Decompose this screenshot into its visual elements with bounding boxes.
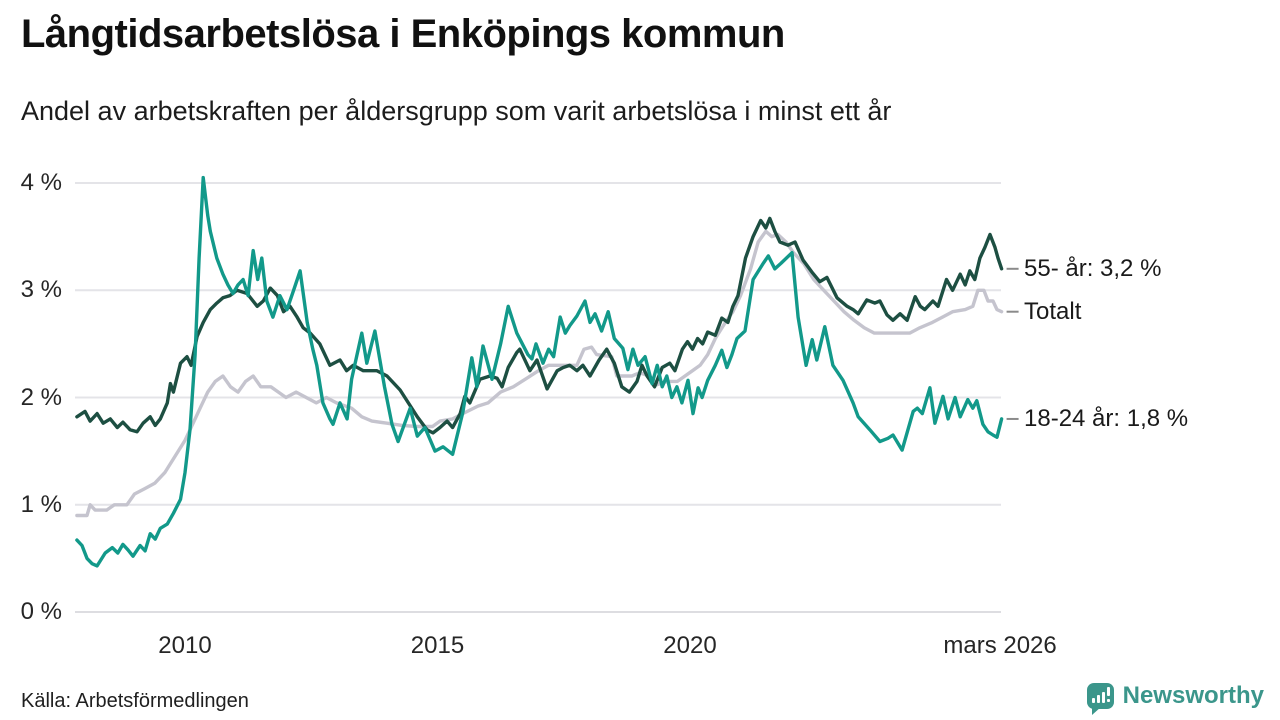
y-tick-label: 4 % [20,169,62,196]
series-line-18-24år [75,175,1004,568]
chart-subtitle: Andel av arbetskraften per åldersgrupp s… [21,96,892,126]
source-note: Källa: Arbetsförmedlingen [21,690,249,712]
x-tick-label: mars 2026 [943,632,1057,659]
newsworthy-wordmark: Newsworthy [1122,682,1264,709]
newsworthy-bubble-chart-icon [1086,683,1114,715]
series-line-55-år [75,216,1004,435]
x-tick-label: 2015 [410,632,465,659]
page-title: Långtidsarbetslösa i Enköpings kommun [21,12,785,56]
y-tick-label: 0 % [20,598,62,625]
x-tick-label: 2010 [158,632,212,659]
y-tick-label: 2 % [20,383,62,411]
x-tick-label: 2020 [663,632,717,659]
newsworthy-logo: Newsworthy [1086,682,1264,715]
y-tick-label: 1 % [20,490,62,518]
series-line-Totalt [75,229,1004,518]
y-tick-label: 3 % [20,276,62,304]
series-end-label-55: 55- år: 3,2 % [1024,254,1162,282]
series-end-label-totalt: Totalt [1024,297,1082,325]
series-end-label-18-24: 18-24 år: 1,8 % [1024,404,1189,432]
